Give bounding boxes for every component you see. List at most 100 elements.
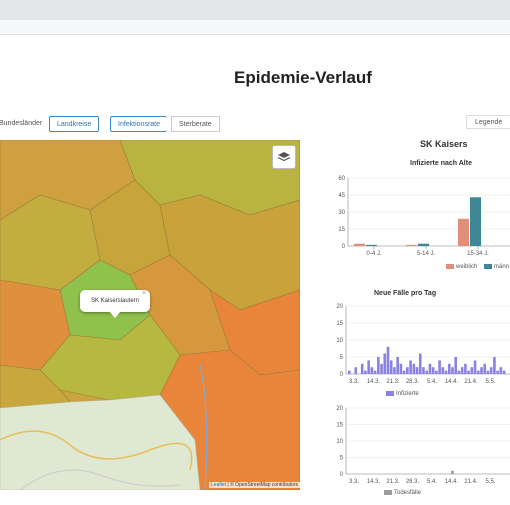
- bar: [364, 370, 367, 374]
- map-road: [19, 469, 181, 490]
- bar: [366, 244, 377, 246]
- bar: [451, 470, 454, 474]
- legend-swatch: [484, 264, 492, 269]
- tab-sterberate[interactable]: Sterberate: [171, 116, 220, 132]
- bar: [467, 370, 470, 374]
- legend-label: Infizierte: [396, 391, 419, 398]
- tab-bundeslaender[interactable]: Bundesländer: [0, 120, 43, 127]
- x-tick-label: 5.5.: [485, 479, 495, 485]
- bar: [370, 367, 374, 374]
- popup-tip: [109, 311, 121, 318]
- x-tick-label: 21.4.: [464, 479, 478, 485]
- x-tick-label: 21.3.: [386, 479, 400, 485]
- bar: [406, 244, 417, 246]
- bar: [354, 243, 365, 246]
- bar: [435, 370, 438, 374]
- y-tick-label: 60: [338, 176, 345, 182]
- bar: [428, 363, 432, 374]
- bar: [386, 346, 390, 374]
- tab-landkreise[interactable]: Landkreise: [49, 116, 100, 132]
- y-tick-label: 0: [342, 244, 346, 250]
- x-tick-label: 3.3.: [349, 379, 359, 385]
- bar: [460, 367, 464, 374]
- y-tick-label: 0: [340, 472, 344, 478]
- bar: [480, 367, 483, 374]
- page-title: Epidemie-Verlauf: [234, 68, 372, 87]
- page-header-strip: [0, 20, 510, 35]
- x-tick-label: 5-14 J.: [417, 251, 436, 257]
- x-tick-label: 28.3.: [406, 379, 420, 385]
- x-tick-label: 15-34 J.: [467, 251, 489, 257]
- bar: [377, 357, 380, 374]
- y-tick-label: 15: [336, 321, 343, 327]
- x-tick-label: 3.3.: [349, 479, 359, 485]
- bar: [406, 367, 409, 374]
- bar: [373, 370, 377, 374]
- bar: [493, 357, 496, 374]
- y-tick-label: 15: [336, 423, 343, 429]
- bar: [418, 353, 422, 374]
- x-tick-label: 21.4.: [464, 379, 478, 385]
- map-popup: SK Kaiserslautern: [80, 290, 150, 312]
- bar: [402, 370, 406, 374]
- popup-label: SK Kaiserslautern: [90, 298, 140, 304]
- bar: [486, 370, 490, 374]
- chart-deaths: 0 5 10 15 20 3.3. 14.3. 21.3. 28.3. 5.4. 14.4. 21.4…: [336, 406, 510, 485]
- legend-button[interactable]: Legende: [466, 115, 510, 129]
- region-title: SK Kaisers: [420, 139, 468, 149]
- legend-infizierte: Infizierte: [386, 391, 419, 397]
- tab-infektionsrate[interactable]: Infektionsrate: [110, 116, 168, 132]
- y-tick-label: 10: [336, 338, 343, 344]
- map-layer: [0, 140, 300, 490]
- y-tick-label: 10: [336, 439, 343, 445]
- map[interactable]: [0, 140, 300, 490]
- bar: [415, 367, 419, 374]
- bar: [438, 360, 441, 374]
- bar: [412, 363, 416, 374]
- x-tick-label: 28.3.: [406, 479, 420, 485]
- popup-close-button[interactable]: ×: [142, 290, 147, 297]
- legend-weiblich: weiblich: [446, 264, 477, 270]
- y-tick-label: 5: [340, 456, 344, 462]
- bar: [383, 353, 387, 374]
- bar: [444, 370, 448, 374]
- bar: [425, 370, 429, 374]
- x-tick-label: 0-4 J.: [366, 251, 381, 257]
- legend-label: weiblich: [456, 264, 478, 271]
- y-tick-label: 5: [340, 355, 344, 361]
- chart-age: 0 15 30 45 60 0-4 J. 5-14 J. 15-34 J.: [338, 176, 510, 257]
- bar: [447, 363, 451, 374]
- bar: [389, 360, 393, 374]
- bar: [367, 360, 370, 374]
- bar: [348, 370, 351, 374]
- x-tick-label: 21.3.: [386, 379, 400, 385]
- y-tick-label: 20: [336, 406, 343, 412]
- bar: [464, 363, 467, 374]
- x-tick-label: 5.4.: [427, 479, 437, 485]
- bar: [409, 360, 412, 374]
- bar: [457, 370, 461, 374]
- bar: [431, 367, 435, 374]
- chart-age-title: Infizierte nach Alte: [410, 160, 472, 167]
- bar: [473, 360, 477, 374]
- layers-control[interactable]: [272, 145, 296, 169]
- leaflet-link[interactable]: Leaflet: [211, 482, 227, 488]
- bar: [396, 357, 399, 374]
- chart-daily: 0 5 10 15 20 3.3. 14.3. 21.3. 28.3. 5.4. 14.4. 21.4…: [336, 304, 510, 385]
- map-attribution: Leaflet | © OpenStreetMap contributors: [209, 482, 300, 488]
- bar: [483, 363, 487, 374]
- bar: [489, 367, 493, 374]
- bar: [393, 367, 396, 374]
- map-region-france: [0, 394, 201, 490]
- layers-icon: [277, 152, 291, 162]
- bar: [476, 370, 480, 374]
- x-tick-label: 14.4.: [445, 479, 459, 485]
- bar: [451, 367, 454, 374]
- bar: [502, 370, 506, 374]
- y-tick-label: 0: [340, 372, 344, 378]
- map-region: [0, 364, 71, 409]
- legend-swatch: [384, 490, 392, 495]
- bar: [399, 363, 403, 374]
- bar: [470, 197, 481, 246]
- legend-swatch: [446, 264, 454, 269]
